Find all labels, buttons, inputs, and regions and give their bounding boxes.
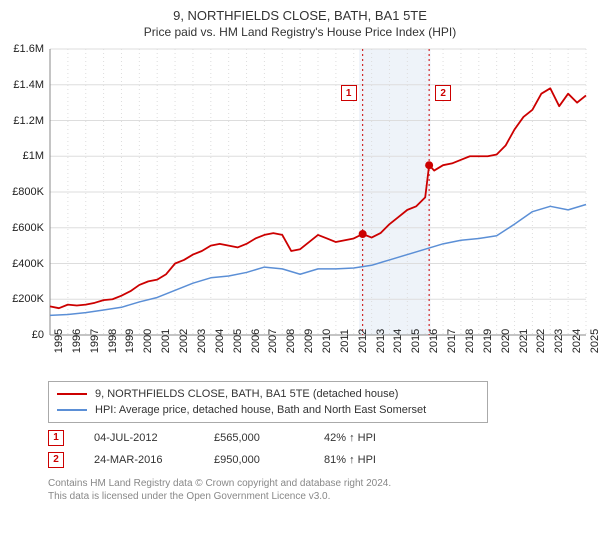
sale-price: £950,000 bbox=[214, 449, 294, 471]
x-tick-label: 2024 bbox=[571, 329, 583, 353]
footer-line: Contains HM Land Registry data © Crown c… bbox=[48, 477, 590, 490]
title-block: 9, NORTHFIELDS CLOSE, BATH, BA1 5TE Pric… bbox=[10, 8, 590, 39]
x-tick-label: 2000 bbox=[142, 329, 154, 353]
legend-label: 9, NORTHFIELDS CLOSE, BATH, BA1 5TE (det… bbox=[95, 386, 398, 402]
x-tick-label: 2021 bbox=[518, 329, 530, 353]
x-tick-label: 2009 bbox=[303, 329, 315, 353]
x-tick-label: 2005 bbox=[232, 329, 244, 353]
x-tick-label: 2020 bbox=[500, 329, 512, 353]
x-tick-label: 2011 bbox=[339, 329, 351, 353]
x-tick-label: 1998 bbox=[107, 329, 119, 353]
sales-table: 1 04-JUL-2012 £565,000 42% ↑ HPI 2 24-MA… bbox=[48, 427, 590, 471]
sale-delta: 42% ↑ HPI bbox=[324, 427, 376, 449]
x-tick-label: 2023 bbox=[553, 329, 565, 353]
y-tick-label: £200K bbox=[12, 293, 44, 305]
y-tick-label: £400K bbox=[12, 258, 44, 270]
legend-item: HPI: Average price, detached house, Bath… bbox=[57, 402, 479, 418]
x-tick-label: 2003 bbox=[196, 329, 208, 353]
x-tick-label: 2012 bbox=[357, 329, 369, 353]
x-tick-label: 2019 bbox=[482, 329, 494, 353]
x-tick-label: 2022 bbox=[535, 329, 547, 353]
sale-row: 2 24-MAR-2016 £950,000 81% ↑ HPI bbox=[48, 449, 590, 471]
x-tick-label: 2007 bbox=[267, 329, 279, 353]
legend-item: 9, NORTHFIELDS CLOSE, BATH, BA1 5TE (det… bbox=[57, 386, 479, 402]
sale-marker-badge: 2 bbox=[435, 85, 451, 101]
sale-marker-badge: 1 bbox=[341, 85, 357, 101]
sale-date: 04-JUL-2012 bbox=[94, 427, 184, 449]
x-tick-label: 2025 bbox=[589, 329, 600, 353]
x-tick-label: 2002 bbox=[178, 329, 190, 353]
x-tick-label: 1997 bbox=[89, 329, 101, 353]
y-tick-label: £800K bbox=[12, 186, 44, 198]
y-tick-label: £1.6M bbox=[13, 43, 44, 55]
sale-price: £565,000 bbox=[214, 427, 294, 449]
footer: Contains HM Land Registry data © Crown c… bbox=[48, 477, 590, 503]
x-tick-label: 2010 bbox=[321, 329, 333, 353]
y-tick-label: £1.2M bbox=[13, 115, 44, 127]
x-tick-label: 1996 bbox=[71, 329, 83, 353]
chart-svg bbox=[10, 45, 590, 375]
y-tick-label: £1M bbox=[23, 150, 44, 162]
x-tick-label: 2008 bbox=[285, 329, 297, 353]
x-tick-label: 2018 bbox=[464, 329, 476, 353]
sale-badge-icon: 2 bbox=[48, 452, 64, 468]
sale-badge-icon: 1 bbox=[48, 430, 64, 446]
legend-label: HPI: Average price, detached house, Bath… bbox=[95, 402, 426, 418]
x-tick-label: 2014 bbox=[392, 329, 404, 353]
x-tick-label: 1999 bbox=[124, 329, 136, 353]
chart-subtitle: Price paid vs. HM Land Registry's House … bbox=[10, 25, 590, 39]
y-tick-label: £1.4M bbox=[13, 79, 44, 91]
legend-swatch bbox=[57, 409, 87, 411]
chart-container: 9, NORTHFIELDS CLOSE, BATH, BA1 5TE Pric… bbox=[0, 0, 600, 503]
x-tick-label: 2013 bbox=[375, 329, 387, 353]
sale-delta: 81% ↑ HPI bbox=[324, 449, 376, 471]
chart-title: 9, NORTHFIELDS CLOSE, BATH, BA1 5TE bbox=[10, 8, 590, 23]
legend: 9, NORTHFIELDS CLOSE, BATH, BA1 5TE (det… bbox=[48, 381, 488, 423]
x-tick-label: 2017 bbox=[446, 329, 458, 353]
x-tick-label: 2004 bbox=[214, 329, 226, 353]
y-tick-label: £600K bbox=[12, 222, 44, 234]
x-tick-label: 1995 bbox=[53, 329, 65, 353]
y-tick-label: £0 bbox=[32, 329, 44, 341]
x-tick-label: 2015 bbox=[410, 329, 422, 353]
x-tick-label: 2006 bbox=[250, 329, 262, 353]
chart-area: £0 £200K £400K £600K £800K £1M £1.2M £1.4M £1.6M… bbox=[10, 45, 590, 375]
sale-date: 24-MAR-2016 bbox=[94, 449, 184, 471]
x-tick-label: 2001 bbox=[160, 329, 172, 353]
sale-row: 1 04-JUL-2012 £565,000 42% ↑ HPI bbox=[48, 427, 590, 449]
legend-swatch bbox=[57, 393, 87, 395]
x-tick-label: 2016 bbox=[428, 329, 440, 353]
footer-line: This data is licensed under the Open Gov… bbox=[48, 490, 590, 503]
